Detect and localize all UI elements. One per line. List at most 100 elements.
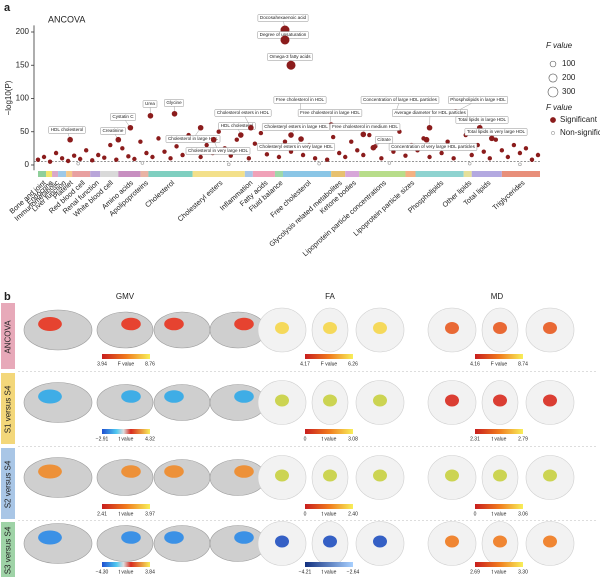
activation: [38, 317, 62, 331]
activation: [445, 394, 459, 407]
activation: [445, 322, 459, 334]
colorbar-max: 6.26: [348, 361, 358, 367]
brain-surface: [153, 384, 211, 421]
brain-surface: [23, 457, 93, 498]
data-point: [439, 150, 444, 156]
legend-size: [549, 60, 557, 68]
data-point: [216, 129, 221, 134]
category-strip: [282, 171, 332, 177]
colorbar: [305, 562, 353, 567]
annotation-box: [267, 53, 313, 61]
data-point: [511, 142, 517, 148]
data-point: [35, 157, 41, 162]
category-strip: [38, 171, 47, 177]
data-point: [370, 144, 377, 151]
activation: [373, 394, 387, 407]
annotation: Free cholesterol in large HDL: [300, 110, 360, 115]
annotation: Cholesteryl esters in very large HDL: [259, 144, 333, 149]
activation: [543, 469, 557, 482]
data-point: [427, 154, 432, 160]
data-point: [162, 149, 167, 154]
colorbar-min: 4.16: [470, 361, 480, 367]
annotation-box: [48, 126, 86, 134]
activation: [164, 531, 184, 544]
colorbar-max: 2.40: [348, 511, 358, 517]
y-tick-label: 200: [16, 27, 30, 36]
annotation: Omega-3 fatty acids: [269, 54, 311, 59]
data-point: [83, 148, 89, 153]
category-strip: [331, 171, 346, 177]
data-point: [41, 154, 47, 160]
data-point: [102, 155, 107, 160]
colorbar: [102, 429, 150, 434]
data-point: [280, 35, 290, 45]
colorbar-max: 2.79: [518, 436, 528, 442]
data-point: [387, 161, 392, 165]
colorbar-max: 3.06: [518, 511, 528, 517]
row-strip: [1, 303, 15, 369]
data-point: [147, 112, 154, 119]
colorbar: [475, 562, 523, 567]
category-label: Triglycerides: [490, 178, 526, 212]
category-strip: [148, 171, 193, 177]
category-strip: [58, 171, 67, 177]
category-strip: [46, 171, 53, 177]
annotation-box: [142, 100, 158, 108]
colorbar: [475, 504, 523, 509]
colorbar-label: F value: [491, 361, 508, 367]
activation: [164, 465, 184, 478]
brain-surface: [153, 311, 211, 349]
data-point: [523, 146, 529, 151]
annotation: Degree of unsaturation: [260, 32, 307, 37]
data-point: [180, 152, 185, 158]
y-tick-label: 150: [16, 60, 30, 69]
data-point: [288, 132, 294, 138]
annotation: Free cholesterol in HDL: [276, 97, 325, 102]
data-point: [65, 158, 71, 164]
brain-surface: [96, 525, 154, 562]
activation: [445, 535, 459, 548]
activation: [323, 322, 337, 334]
data-point: [77, 156, 83, 162]
activation: [121, 531, 141, 544]
data-point: [150, 154, 155, 160]
category-strip: [359, 171, 406, 177]
annotation: Urea: [145, 101, 155, 106]
data-point: [197, 124, 204, 131]
colorbar-max: −2.64: [347, 569, 360, 575]
activation: [493, 469, 507, 482]
data-point: [487, 156, 492, 161]
colorbar: [102, 562, 150, 567]
colorbar-max: 4.32: [145, 436, 155, 442]
colorbar-label: t value: [322, 569, 337, 575]
category-strip: [52, 171, 59, 177]
annotation-box: [360, 96, 440, 104]
category-strip: [100, 171, 119, 177]
annotation-box: [455, 116, 509, 124]
activation: [323, 469, 337, 482]
brain-surface: [96, 459, 154, 496]
annotation: Glycine: [166, 100, 182, 105]
category-strip: [72, 171, 91, 177]
annotation: Concentration of very large HDL particle…: [391, 144, 476, 149]
category-strip: [244, 171, 253, 177]
data-point: [115, 136, 122, 143]
data-point: [298, 136, 304, 142]
data-point: [426, 124, 433, 131]
annotation-box: [329, 123, 401, 131]
activation: [234, 465, 254, 478]
brain-surface: [209, 525, 267, 562]
data-point: [518, 162, 522, 167]
data-point: [246, 156, 252, 161]
activation: [493, 394, 507, 407]
annotation-box: [273, 96, 327, 104]
activation: [121, 317, 141, 331]
colorbar: [305, 429, 353, 434]
legend-label: 300: [562, 87, 576, 96]
annotation-box: [164, 99, 184, 107]
data-point: [529, 157, 535, 162]
activation: [543, 322, 557, 334]
colorbar-min: 2.69: [470, 569, 480, 575]
data-point: [156, 136, 161, 141]
data-point: [379, 156, 384, 161]
